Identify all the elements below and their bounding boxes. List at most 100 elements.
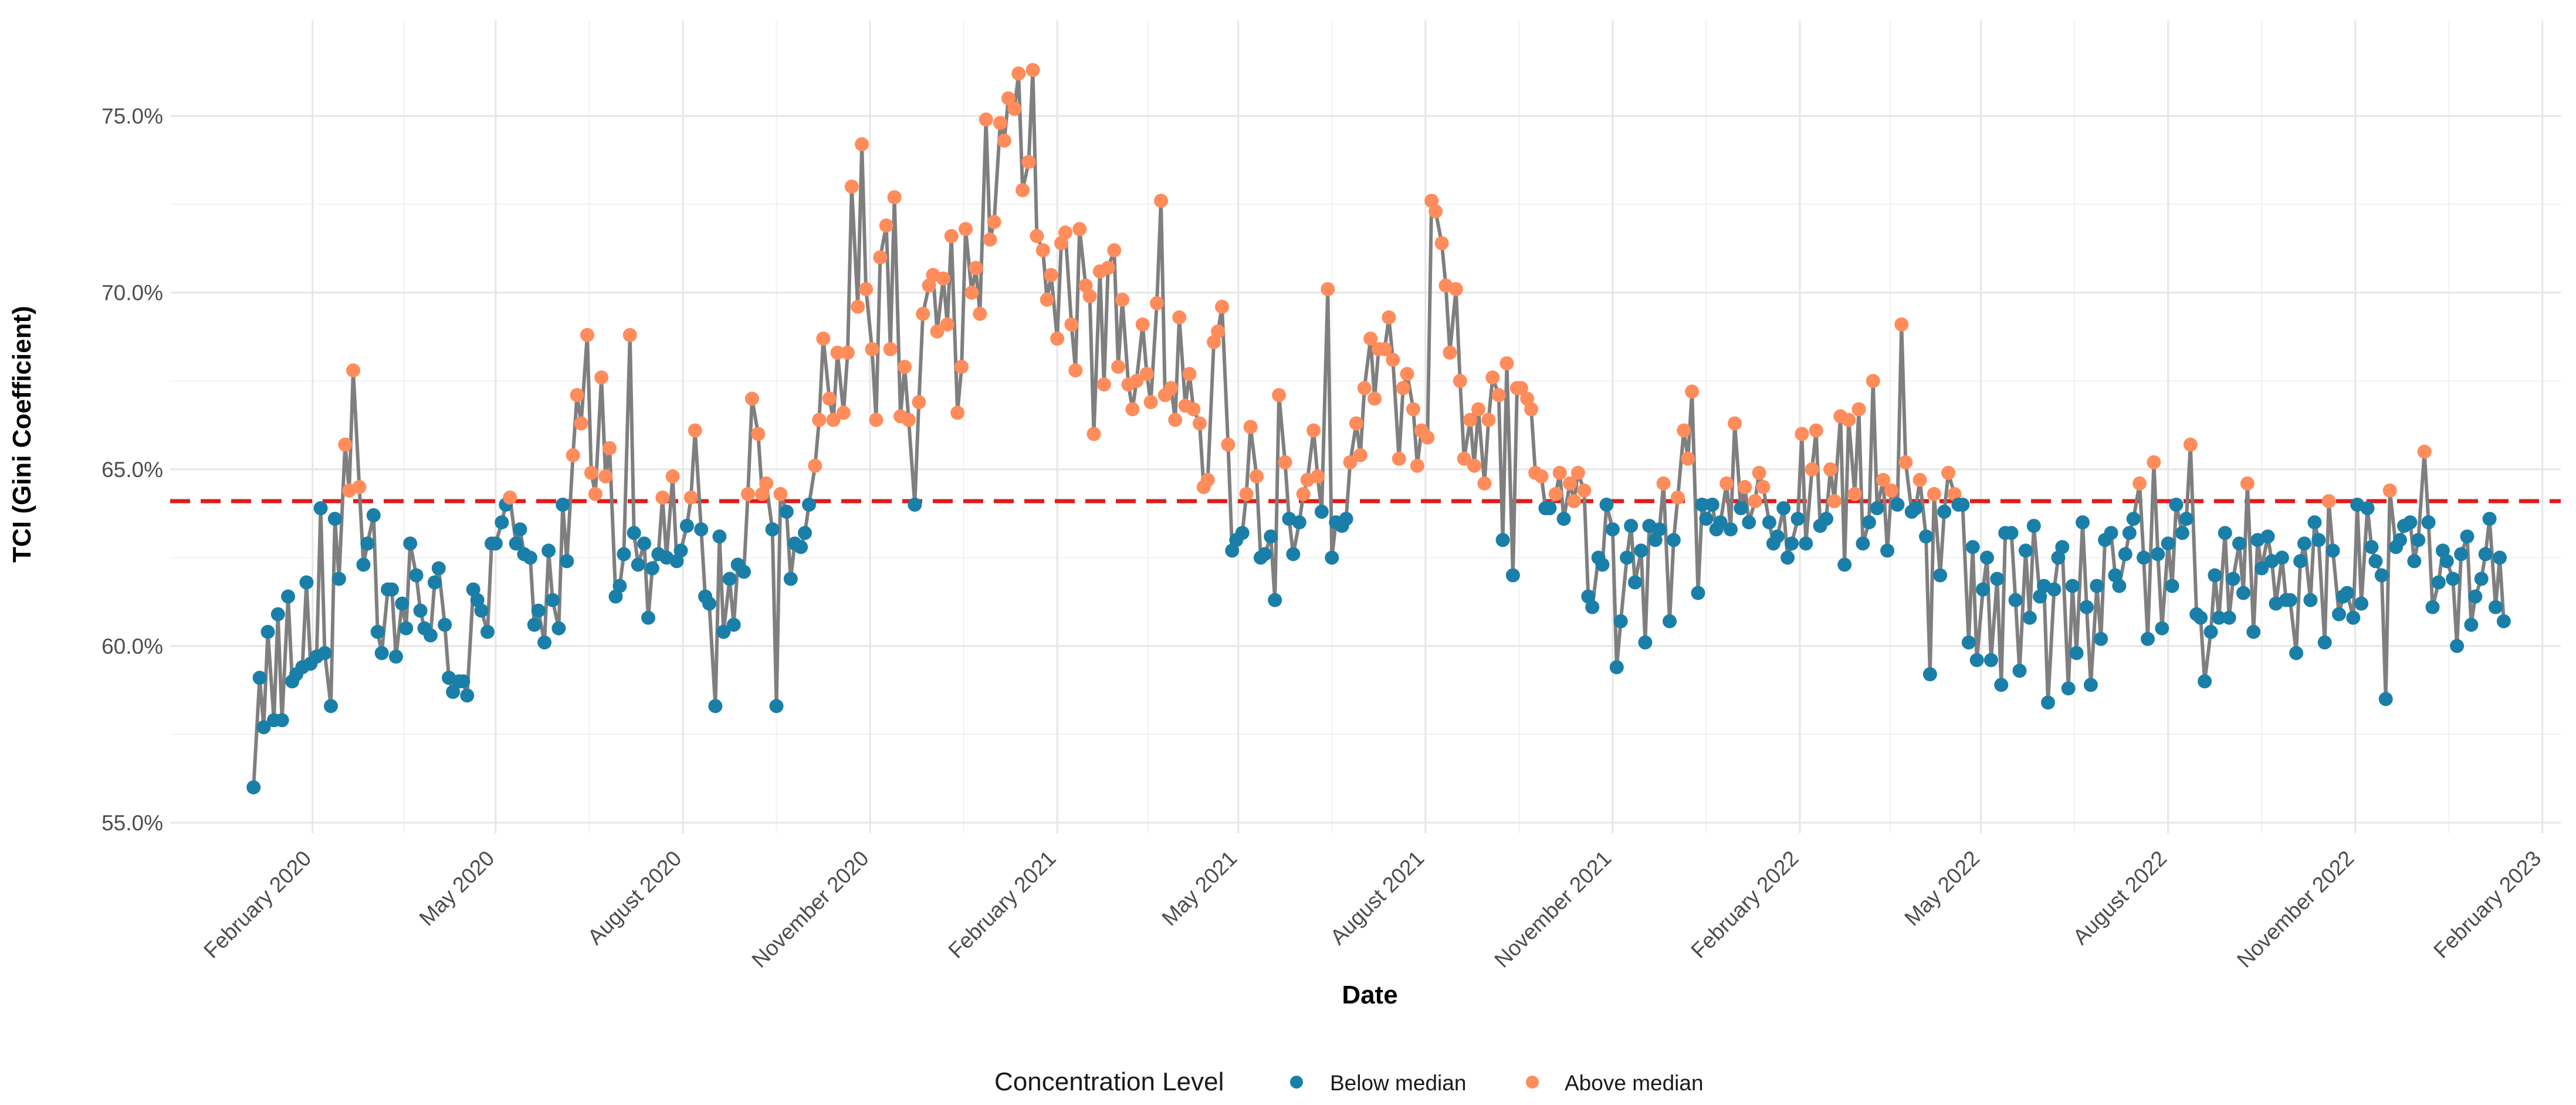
- point-below-median: [374, 646, 389, 660]
- point-below-median: [1890, 498, 1905, 512]
- point-below-median: [527, 617, 541, 632]
- point-below-median: [2450, 638, 2465, 653]
- point-below-median: [399, 621, 414, 636]
- point-above-median: [901, 413, 916, 427]
- point-below-median: [2076, 515, 2090, 530]
- point-below-median: [1713, 515, 1728, 530]
- point-below-median: [1990, 572, 2005, 586]
- point-above-median: [1424, 194, 1439, 208]
- point-below-median: [2364, 540, 2379, 555]
- point-below-median: [541, 543, 556, 558]
- point-below-median: [2022, 610, 2037, 625]
- point-below-median: [1609, 660, 1624, 674]
- point-above-median: [759, 476, 774, 491]
- point-below-median: [2439, 554, 2454, 569]
- point-above-median: [1086, 427, 1101, 441]
- point-below-median: [794, 540, 808, 555]
- point-above-median: [2183, 437, 2198, 452]
- point-above-median: [1044, 268, 1058, 282]
- point-above-median: [865, 342, 879, 356]
- point-above-median: [1847, 486, 1862, 501]
- point-above-median: [1947, 486, 1962, 501]
- point-above-median: [1471, 402, 1485, 417]
- point-above-median: [1068, 363, 1083, 378]
- point-below-median: [2360, 501, 2375, 515]
- point-above-median: [1851, 402, 1866, 417]
- point-below-median: [1785, 536, 1799, 551]
- point-below-median: [694, 522, 709, 537]
- point-above-median: [2382, 483, 2397, 498]
- point-below-median: [2112, 579, 2127, 593]
- point-above-median: [1111, 360, 1126, 374]
- point-above-median: [1058, 225, 1072, 240]
- point-above-median: [1207, 335, 1221, 349]
- point-above-median: [1154, 194, 1168, 208]
- point-above-median: [1306, 423, 1321, 438]
- x-tick-label: August 2022: [2068, 846, 2171, 949]
- point-below-median: [331, 572, 346, 586]
- point-below-median: [2175, 526, 2189, 540]
- point-below-median: [2026, 519, 2041, 533]
- point-below-median: [2137, 550, 2151, 565]
- point-below-median: [2474, 572, 2489, 586]
- point-above-median: [1078, 278, 1093, 293]
- point-above-median: [2132, 476, 2147, 491]
- point-above-median: [812, 413, 827, 427]
- x-tick-label: November 2020: [747, 846, 874, 972]
- point-below-median: [1339, 512, 1353, 526]
- point-below-median: [413, 603, 428, 618]
- point-below-median: [495, 515, 509, 530]
- point-below-median: [1705, 498, 1719, 512]
- point-below-median: [2293, 554, 2308, 569]
- point-below-median: [2478, 547, 2493, 562]
- point-above-median: [1876, 472, 1891, 487]
- point-above-median: [1898, 455, 1913, 469]
- point-below-median: [1292, 515, 1306, 530]
- point-below-median: [1922, 667, 1937, 681]
- point-above-median: [1382, 310, 1396, 325]
- point-below-median: [2055, 540, 2070, 555]
- point-below-median: [1734, 501, 1748, 515]
- point-below-median: [313, 501, 328, 515]
- point-above-median: [1125, 402, 1140, 417]
- point-above-median: [1278, 455, 1292, 469]
- point-below-median: [769, 699, 784, 714]
- point-above-median: [993, 116, 1007, 130]
- point-above-median: [1463, 413, 1478, 427]
- point-below-median: [2374, 568, 2389, 583]
- point-below-median: [679, 519, 694, 533]
- point-above-median: [1135, 317, 1150, 332]
- point-below-median: [612, 579, 627, 593]
- point-below-median: [627, 526, 641, 540]
- point-above-median: [844, 180, 859, 194]
- point-below-median: [438, 617, 452, 632]
- point-below-median: [2407, 554, 2422, 569]
- point-below-median: [2212, 610, 2226, 625]
- point-below-median: [2218, 526, 2232, 540]
- x-axis-title: Date: [1342, 981, 1397, 1009]
- point-above-median: [1215, 299, 1229, 314]
- point-above-median: [1434, 236, 1449, 251]
- point-above-median: [1656, 476, 1671, 491]
- point-below-median: [1595, 557, 1610, 572]
- point-above-median: [1072, 222, 1087, 236]
- point-below-median: [466, 582, 480, 597]
- point-below-median: [2255, 561, 2269, 576]
- point-above-median: [1485, 370, 1500, 385]
- point-above-median: [655, 490, 670, 505]
- point-above-median: [1115, 292, 1130, 307]
- point-above-median: [1035, 243, 1050, 258]
- point-below-median: [608, 589, 623, 604]
- point-below-median: [2435, 543, 2450, 558]
- point-below-median: [2460, 529, 2475, 544]
- legend-label-above: Above median: [1565, 1071, 1704, 1095]
- point-above-median: [1552, 465, 1567, 480]
- point-above-median: [851, 299, 865, 314]
- point-above-median: [622, 327, 637, 342]
- x-tick-label: November 2022: [2232, 846, 2358, 972]
- point-above-median: [1457, 451, 1471, 466]
- point-below-median: [1599, 498, 1614, 512]
- point-above-median: [1884, 483, 1898, 498]
- y-tick-label: 55.0%: [101, 811, 163, 835]
